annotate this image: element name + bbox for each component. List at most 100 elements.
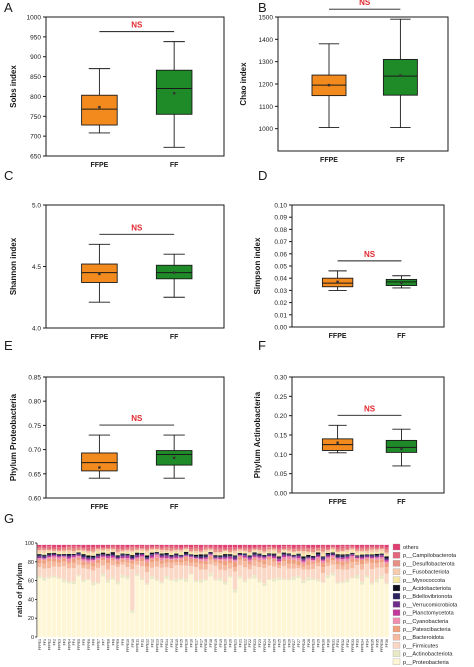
bar-segment: [359, 581, 365, 585]
y-tick-label: 0.15: [274, 433, 287, 440]
bar-segment: [252, 554, 257, 556]
bar-segment: [76, 550, 81, 552]
bar-segment: [144, 544, 150, 546]
y-tick-label: 800: [30, 94, 41, 101]
bar-segment: [257, 550, 262, 553]
bar-segment: [242, 544, 247, 547]
significance-label: NS: [131, 414, 143, 423]
bar-segment: [291, 580, 296, 637]
panel-c: C 4.0 4.5 5.0 Shannon index FFPE FF NS: [4, 168, 225, 341]
bar-segment: [183, 551, 189, 554]
bar-segment: [95, 544, 101, 547]
bar-segment: [130, 612, 135, 637]
bar-segment: [203, 545, 208, 548]
bar-segment: [105, 553, 111, 555]
bar-segment: [164, 544, 169, 547]
bar-segment: [95, 583, 101, 637]
box-ffpe: [321, 270, 354, 291]
stacked-bar: [100, 544, 106, 637]
iqr-box: [81, 94, 118, 126]
bar-segment: [105, 579, 111, 583]
bar-segment: [276, 562, 282, 566]
bar-segment: [345, 582, 350, 637]
bar-segment: [315, 551, 321, 553]
bar-segment: [291, 568, 296, 577]
bar-segment: [291, 555, 296, 557]
bar-segment: [37, 552, 42, 555]
legend-swatch: [392, 625, 401, 633]
bar-segment: [276, 568, 282, 578]
bar-segment: [208, 564, 213, 573]
stacked-bar: [340, 544, 345, 637]
bar-segment: [213, 558, 218, 559]
bar-segment: [335, 569, 340, 583]
bar-segment: [296, 558, 301, 561]
bar-segment: [335, 549, 340, 552]
bar-segment: [232, 547, 238, 550]
bar-segment: [330, 564, 335, 573]
bar-segment: [242, 555, 247, 556]
bar-segment: [281, 566, 287, 579]
bar-segment: [183, 549, 189, 552]
bar-segment: [174, 549, 179, 553]
x-tick-label: FFPE7: [97, 639, 101, 650]
bar-segment: [91, 558, 96, 559]
bar-segment: [100, 548, 106, 550]
bar-segment: [81, 547, 86, 549]
bar-segment: [56, 566, 62, 578]
bar-segment: [81, 548, 86, 551]
bar-segment: [51, 544, 57, 547]
y-tick-label: 100: [25, 541, 34, 547]
bar-segment: [95, 554, 101, 556]
bar-segment: [232, 556, 238, 558]
bar-segment: [325, 559, 331, 563]
bar-segment: [281, 579, 287, 637]
bar-segment: [325, 578, 331, 637]
bar-segment: [91, 557, 96, 559]
bar-segment: [281, 552, 287, 554]
bar-segment: [340, 557, 345, 560]
bar-segment: [144, 552, 150, 556]
y-tick-label: 1000: [259, 126, 274, 133]
bar-segment: [301, 561, 306, 565]
bar-segment: [262, 583, 267, 587]
bar-segment: [242, 555, 247, 558]
bar-segment: [81, 561, 86, 566]
bar-segment: [47, 553, 52, 555]
y-tick-label: 650: [30, 154, 41, 161]
bar-segment: [291, 549, 296, 552]
bar-segment: [139, 578, 145, 581]
bar-segment: [364, 548, 370, 551]
bar-segment: [355, 547, 360, 549]
bar-segment: [384, 573, 389, 584]
bar-segment: [286, 544, 291, 547]
bar-segment: [51, 566, 57, 576]
bar-segment: [291, 556, 296, 558]
bar-segment: [188, 549, 194, 552]
x-tick-label: FF33: [356, 639, 360, 647]
bar-segment: [257, 555, 262, 557]
mean-marker: [172, 456, 176, 460]
bar-segment: [100, 552, 106, 555]
bar-segment: [379, 567, 384, 576]
bar-segment: [315, 566, 321, 580]
bar-segment: [237, 548, 243, 550]
bar-segment: [198, 554, 203, 557]
bar-segment: [47, 554, 52, 556]
bar-segment: [56, 577, 62, 580]
stacked-bar: [174, 544, 179, 637]
x-tick-label: FFPE26: [282, 639, 286, 652]
bar-segment: [257, 562, 262, 568]
y-tick-label: 1400: [259, 37, 274, 44]
stacked-bar: [257, 544, 262, 637]
bar-segment: [320, 546, 326, 549]
y-tick-label: 950: [30, 34, 41, 41]
bar-segment: [139, 549, 145, 552]
y-tick-label: 0.09: [274, 215, 287, 222]
bar-segment: [51, 553, 57, 555]
bar-segment: [320, 560, 326, 564]
legend: others p__Campilobacterota p__Desulfobacte…: [392, 543, 458, 666]
y-tick-label: 80: [28, 560, 34, 566]
stacked-bar: [330, 544, 335, 637]
bar-segment: [242, 561, 247, 568]
